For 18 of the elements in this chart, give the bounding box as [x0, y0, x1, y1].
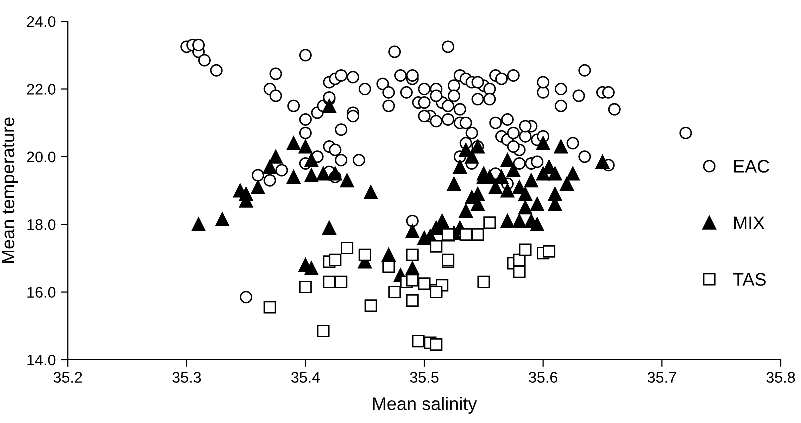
x-axis-title: Mean salinity — [373, 397, 478, 414]
legend-label: EAC — [734, 160, 770, 173]
x-tick-label: 35.5 — [410, 372, 439, 383]
x-tick-label: 35.4 — [291, 372, 320, 383]
x-tick-label: 35.7 — [648, 372, 676, 383]
x-tick-label: 35.2 — [54, 372, 82, 383]
y-tick-label: 16.0 — [28, 287, 56, 298]
y-tick-label: 14.0 — [28, 354, 56, 366]
x-tick-label: 35.6 — [529, 372, 558, 383]
legend-label: MIX — [734, 216, 765, 230]
x-tick-label: 35.8 — [766, 372, 796, 383]
y-axis-title: Mean temperature — [2, 118, 18, 264]
y-tick-label: 22.0 — [27, 84, 56, 95]
y-tick-label: 20.0 — [27, 152, 56, 163]
legend-label: TAS — [733, 273, 766, 286]
y-tick-label: 18.0 — [28, 219, 56, 230]
y-tick-label: 24.0 — [27, 16, 56, 28]
x-tick-label: 35.3 — [172, 372, 202, 383]
